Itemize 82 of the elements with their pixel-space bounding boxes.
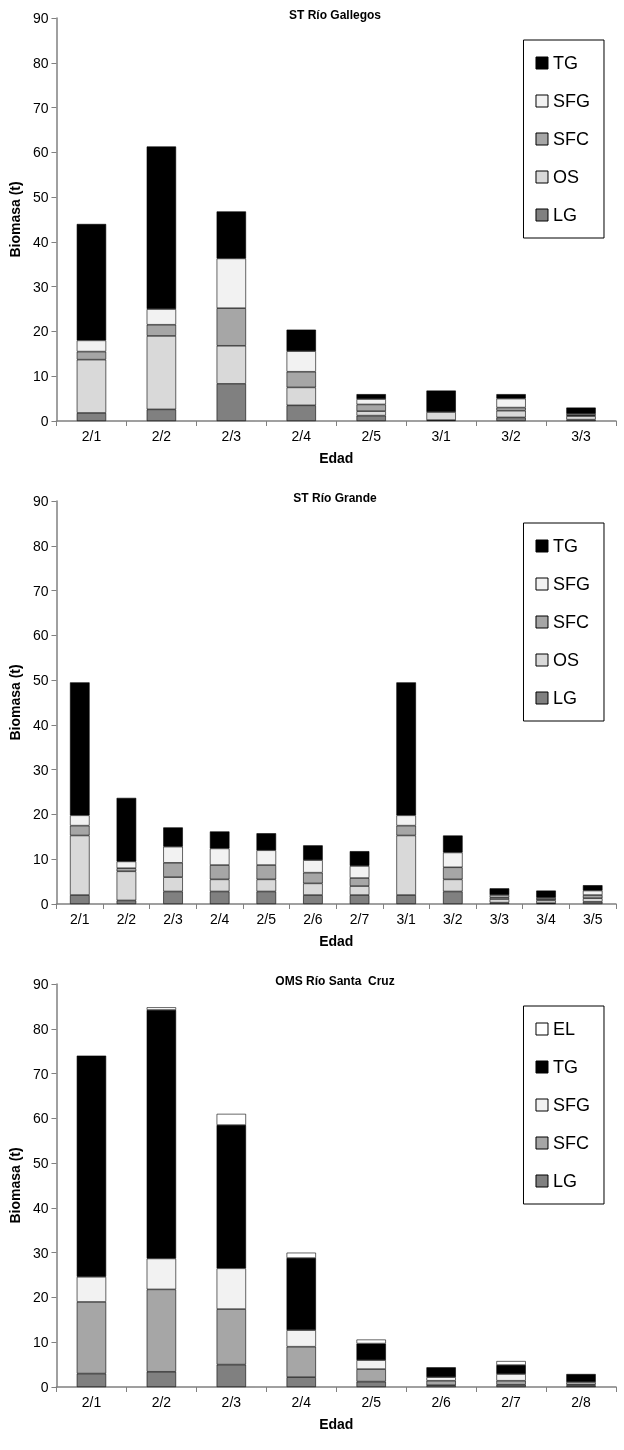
x-tick-label: 2/1 — [81, 1394, 102, 1410]
y-tick-label: 60 — [32, 144, 49, 161]
y-tick-label: 10 — [32, 851, 49, 868]
y-tick-label: 30 — [32, 278, 49, 295]
legend-label: LG — [553, 205, 578, 225]
legend-label: SFC — [553, 612, 589, 632]
legend-label: SFC — [553, 129, 589, 149]
x-tick-label: 3/1 — [431, 428, 452, 444]
legend-label: SFC — [553, 1133, 589, 1153]
x-tick-label: 2/3 — [163, 911, 183, 927]
x-tick-label: 3/2 — [501, 428, 522, 444]
y-tick-label: 20 — [32, 1289, 49, 1306]
x-axis-title: Edad — [319, 1416, 354, 1432]
y-tick-label: 80 — [32, 537, 49, 554]
y-tick-label: 40 — [32, 1199, 49, 1216]
y-tick-label: 0 — [40, 1379, 49, 1395]
y-axis-title: Biomasa (t) — [7, 181, 23, 258]
x-tick-label: 2/4 — [291, 428, 312, 444]
x-tick-label: 3/5 — [582, 911, 603, 927]
legend-label: SFG — [553, 91, 591, 111]
chart-title: OMS Río Santa Cruz — [275, 974, 395, 988]
y-tick-label: 70 — [32, 1065, 49, 1082]
x-tick-label: 2/4 — [291, 1394, 312, 1410]
x-tick-label: 2/2 — [116, 911, 137, 927]
legend-label: TG — [553, 53, 578, 73]
y-tick-label: 40 — [32, 716, 49, 733]
x-tick-label: 2/6 — [431, 1394, 452, 1410]
chart-title: ST Río Gallegos — [288, 8, 382, 22]
y-tick-label: 30 — [32, 1244, 49, 1261]
y-tick-label: 40 — [32, 233, 49, 250]
x-tick-label: 2/1 — [81, 428, 102, 444]
x-tick-label: 2/5 — [361, 1394, 382, 1410]
legend-label: OS — [553, 167, 580, 187]
x-tick-label: 3/4 — [536, 911, 556, 927]
x-tick-label: 2/2 — [151, 428, 172, 444]
y-tick-label: 0 — [40, 413, 49, 429]
y-tick-label: 10 — [32, 368, 49, 385]
legend-label: LG — [553, 688, 578, 708]
y-tick-label: 60 — [32, 1110, 49, 1127]
x-axis-title: Edad — [319, 933, 354, 949]
x-tick-label: 3/3 — [489, 911, 510, 927]
y-axis-title: Biomasa (t) — [7, 664, 23, 741]
y-tick-label: 0 — [40, 896, 49, 912]
x-tick-label: 2/7 — [501, 1394, 522, 1410]
y-tick-label: 90 — [32, 10, 49, 26]
y-tick-label: 50 — [32, 189, 49, 206]
x-axis-title: Edad — [319, 450, 354, 466]
x-tick-label: 2/5 — [256, 911, 277, 927]
y-tick-label: 30 — [32, 761, 49, 778]
y-tick-label: 90 — [32, 976, 49, 992]
x-tick-label: 2/1 — [70, 911, 90, 927]
y-axis-title: Biomasa (t) — [7, 1147, 23, 1224]
y-tick-label: 90 — [32, 493, 49, 509]
chart-title: ST Río Grande — [293, 491, 377, 505]
x-tick-label: 2/4 — [209, 911, 230, 927]
legend-label: TG — [553, 536, 578, 556]
y-tick-label: 70 — [32, 99, 49, 116]
y-tick-label: 20 — [32, 323, 49, 340]
x-tick-label: 2/2 — [151, 1394, 172, 1410]
y-tick-label: 50 — [32, 1155, 49, 1172]
legend-label: TG — [553, 1057, 578, 1077]
x-tick-label: 3/1 — [396, 911, 417, 927]
x-tick-label: 3/3 — [571, 428, 591, 444]
y-tick-label: 10 — [32, 1334, 49, 1351]
legend-label: EL — [553, 1019, 576, 1039]
legend-label: SFG — [553, 1095, 591, 1115]
y-tick-label: 80 — [32, 54, 49, 71]
legend-label: LG — [553, 1171, 578, 1191]
y-tick-label: 50 — [32, 672, 49, 689]
legend-label: SFG — [553, 574, 591, 594]
x-tick-label: 2/3 — [221, 428, 242, 444]
x-tick-label: 3/2 — [443, 911, 463, 927]
y-tick-label: 80 — [32, 1020, 49, 1037]
x-tick-label: 2/3 — [221, 1394, 242, 1410]
x-tick-label: 2/7 — [349, 911, 370, 927]
y-tick-label: 60 — [32, 627, 49, 644]
legend-label: OS — [553, 650, 580, 670]
x-tick-label: 2/6 — [303, 911, 323, 927]
x-tick-label: 2/5 — [361, 428, 382, 444]
y-tick-label: 20 — [32, 806, 49, 823]
x-tick-label: 2/8 — [571, 1394, 591, 1410]
y-tick-label: 70 — [32, 582, 49, 599]
